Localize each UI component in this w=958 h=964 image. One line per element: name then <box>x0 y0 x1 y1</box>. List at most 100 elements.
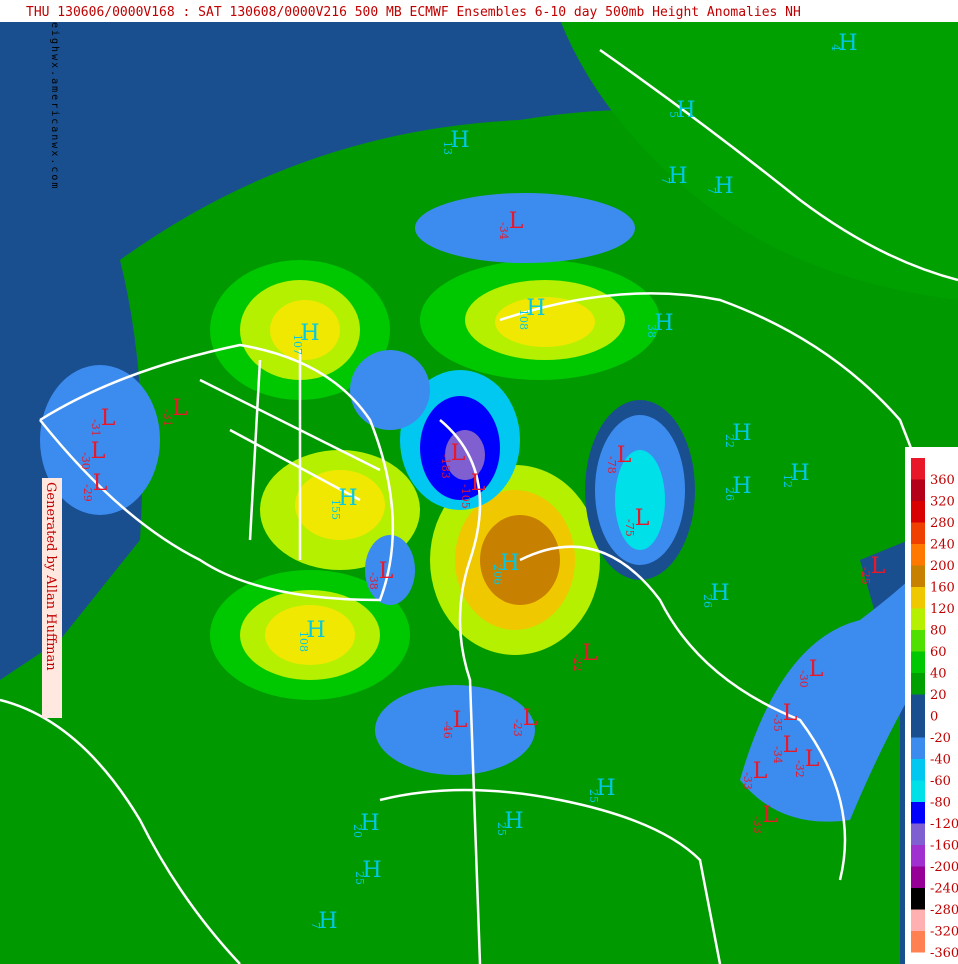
pressure-symbol: L <box>509 209 524 234</box>
pressure-symbol: H <box>362 858 381 883</box>
pressure-symbol: L <box>809 657 824 682</box>
legend-label: -40 <box>930 753 951 768</box>
legend-label: 0 <box>930 710 938 725</box>
legend-label: -280 <box>930 903 958 918</box>
anomaly-value: -34 <box>497 222 510 240</box>
pressure-symbol: H <box>318 909 337 934</box>
pressure-symbol: L <box>583 641 598 666</box>
legend-swatch <box>911 694 925 716</box>
legend-swatch <box>911 651 925 673</box>
legend-label: 320 <box>930 495 955 510</box>
anomaly-value: -31 <box>89 419 102 437</box>
anomaly-value: -31 <box>161 409 174 427</box>
legend-swatch <box>911 823 925 845</box>
legend-swatch <box>911 501 925 523</box>
legend-swatch <box>911 716 925 738</box>
legend-swatch <box>911 544 925 566</box>
legend-label: 120 <box>930 602 955 617</box>
legend-swatch <box>911 479 925 501</box>
legend: 360320280240200160120806040200-20-40-60-… <box>911 458 958 961</box>
legend-swatch <box>911 780 925 802</box>
pressure-symbol: H <box>732 474 751 499</box>
anomaly-value: 38 <box>645 324 658 338</box>
pressure-symbol: L <box>871 554 886 579</box>
anomaly-value: 20 <box>351 824 364 838</box>
anomaly-value: -30 <box>79 452 92 470</box>
legend-swatch <box>911 565 925 587</box>
anomaly-value: 206 <box>491 564 504 585</box>
pressure-symbol: H <box>526 296 545 321</box>
legend-swatch <box>911 845 925 867</box>
pressure-symbol: L <box>93 471 108 496</box>
legend-label: -60 <box>930 774 951 789</box>
anomaly-value: 7 <box>705 187 718 194</box>
anomaly-value: -34 <box>771 746 784 764</box>
pressure-symbol: H <box>504 809 523 834</box>
legend-swatch <box>911 630 925 652</box>
legend-label: -20 <box>930 731 951 746</box>
anomaly-value: -75 <box>623 519 636 537</box>
legend-label: -320 <box>930 925 958 940</box>
anomaly-value: 22 <box>723 434 736 448</box>
pressure-symbol: H <box>360 811 379 836</box>
anomaly-value: 108 <box>297 631 310 652</box>
anomaly-value: -105 <box>459 484 472 509</box>
pressure-symbol: H <box>668 164 687 189</box>
anomaly-value: 25 <box>353 871 366 885</box>
anomaly-value: 12 <box>781 474 794 488</box>
pressure-symbol: L <box>617 443 632 468</box>
legend-label: -200 <box>930 860 958 875</box>
anomaly-value: -22 <box>571 654 584 672</box>
legend-label: 160 <box>930 581 955 596</box>
pressure-symbol: H <box>790 461 809 486</box>
pressure-symbol: H <box>306 618 325 643</box>
anomaly-value: 26 <box>701 594 714 608</box>
legend-label: 40 <box>930 667 947 682</box>
anomaly-value: -33 <box>741 772 754 790</box>
anomaly-value: -183 <box>439 454 452 479</box>
anomaly-value: -78 <box>605 456 618 474</box>
legend-label: 80 <box>930 624 947 639</box>
legend-label: 20 <box>930 688 947 703</box>
legend-swatch <box>911 802 925 824</box>
legend-swatch <box>911 737 925 759</box>
pressure-symbol: L <box>783 701 798 726</box>
anomaly-value: 107 <box>291 334 304 355</box>
anomaly-value: 13 <box>441 141 454 155</box>
pressure-symbol: H <box>654 311 673 336</box>
generator-credit: Generated by Allan Huffman <box>43 482 58 671</box>
legend-swatch <box>911 866 925 888</box>
pressure-symbol: L <box>763 803 778 828</box>
anomaly-value: 4 <box>829 44 842 51</box>
anomaly-value: -38 <box>367 572 380 590</box>
anomaly-value: 7 <box>309 922 322 929</box>
pressure-symbol: H <box>450 128 469 153</box>
pressure-symbol: H <box>676 98 695 123</box>
anomaly-value: -23 <box>511 719 524 737</box>
pressure-symbol: H <box>732 421 751 446</box>
pressure-symbol: L <box>379 559 394 584</box>
legend-label: 60 <box>930 645 947 660</box>
anomaly-value: 25 <box>495 822 508 836</box>
legend-label: 360 <box>930 473 955 488</box>
pressure-symbol: L <box>453 708 468 733</box>
site-credit: eighwx.americanwx.com <box>49 22 60 190</box>
legend-swatch <box>911 888 925 910</box>
legend-swatch <box>911 673 925 695</box>
anomaly-value: -32 <box>793 760 806 778</box>
title-bar <box>0 0 958 22</box>
pressure-symbol: H <box>338 486 357 511</box>
legend-swatch <box>911 587 925 609</box>
pressure-symbol: H <box>838 31 857 56</box>
pressure-symbol: L <box>753 759 768 784</box>
anomaly-value: 5 <box>667 111 680 118</box>
legend-swatch <box>911 608 925 630</box>
legend-swatch <box>911 458 925 480</box>
pressure-symbol: L <box>471 471 486 496</box>
anomaly-value: -25 <box>859 567 872 585</box>
anomaly-value: 7 <box>659 177 672 184</box>
anomaly-value: -30 <box>797 670 810 688</box>
pressure-symbol: H <box>300 321 319 346</box>
anomaly-value: -35 <box>771 714 784 732</box>
legend-label: -120 <box>930 817 958 832</box>
